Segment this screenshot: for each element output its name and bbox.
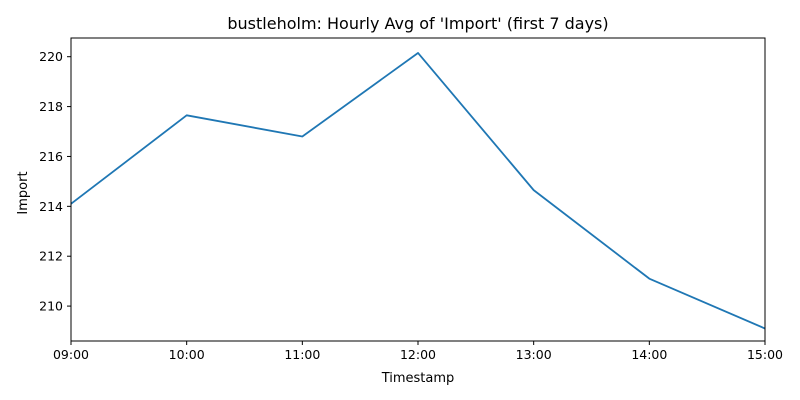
chart-title: bustleholm: Hourly Avg of 'Import' (firs… <box>227 14 608 33</box>
series-line-import <box>70 52 766 330</box>
y-tick-label: 216 <box>39 149 63 164</box>
y-axis-ticks: 210 212 214 216 218 220 <box>39 49 71 314</box>
x-tick-label: 09:00 <box>53 347 89 362</box>
y-tick-label: 210 <box>39 299 63 314</box>
x-axis-label: Timestamp <box>381 371 455 386</box>
x-tick-label: 11:00 <box>284 347 320 362</box>
x-tick-label: 13:00 <box>516 347 552 362</box>
y-tick-label: 220 <box>39 49 63 64</box>
y-tick-label: 214 <box>39 199 63 214</box>
x-tick-label: 10:00 <box>169 347 205 362</box>
plot-frame <box>70 37 766 342</box>
y-tick-label: 212 <box>39 249 63 264</box>
y-tick-label: 218 <box>39 99 63 114</box>
x-axis-ticks: 09:00 10:00 11:00 12:00 13:00 14:00 15:00 <box>53 341 783 362</box>
y-axis-label: Import <box>16 171 31 214</box>
x-tick-label: 12:00 <box>400 347 436 362</box>
x-tick-label: 15:00 <box>747 347 783 362</box>
x-tick-label: 14:00 <box>631 347 667 362</box>
